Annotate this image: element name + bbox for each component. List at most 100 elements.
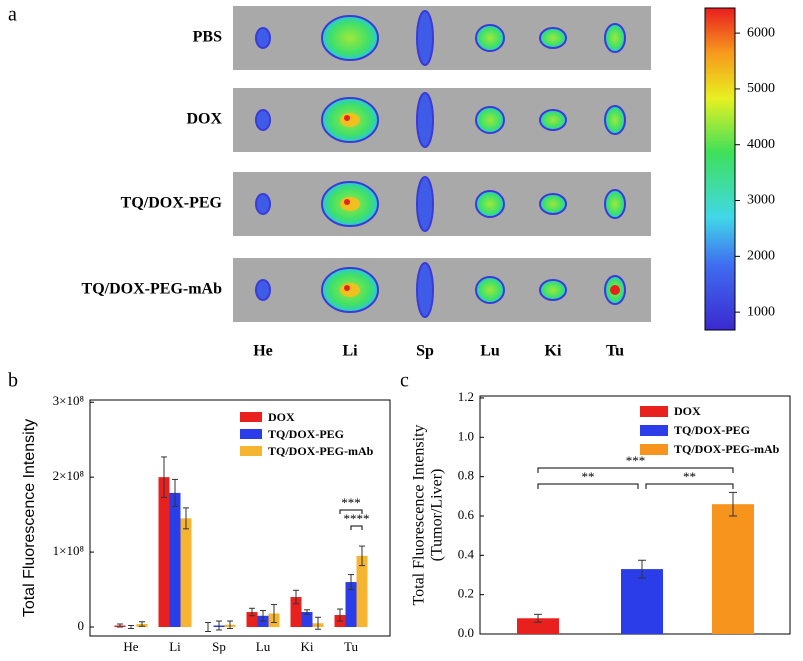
legend-label: TQ/DOX-PEG-mAb <box>674 442 780 456</box>
hot-spot <box>340 283 360 297</box>
legend-label: TQ/DOX-PEG <box>268 427 344 441</box>
bar <box>345 582 357 628</box>
significance-label: *** <box>626 453 646 468</box>
organ-signal <box>321 15 379 61</box>
row-label: TQ/DOX-PEG-mAb <box>82 281 223 298</box>
x-tick-label: Lu <box>256 639 271 654</box>
y-tick-label: 0 <box>78 618 85 633</box>
legend-swatch <box>240 446 262 456</box>
legend-swatch <box>240 412 262 422</box>
image-strip <box>233 6 651 70</box>
bar <box>356 555 368 628</box>
organ-signal <box>475 24 505 52</box>
significance-label: *** <box>341 495 361 510</box>
panel-label: c <box>400 370 409 392</box>
bar <box>169 492 181 628</box>
legend-swatch <box>640 425 668 436</box>
bar <box>246 612 258 628</box>
legend-swatch <box>640 406 668 417</box>
row-label: DOX <box>186 111 222 128</box>
column-label: Sp <box>416 343 434 360</box>
y-tick-label: 0.8 <box>458 468 474 483</box>
bar <box>180 518 192 628</box>
bar <box>158 477 170 628</box>
y-tick-label: 1.0 <box>458 428 474 443</box>
colorbar-tick-label: 4000 <box>747 137 775 152</box>
significance-bracket <box>350 525 363 530</box>
column-label: Ki <box>545 343 562 360</box>
legend-swatch <box>640 444 668 455</box>
panel-label: a <box>8 4 17 26</box>
y-tick-label: 1.2 <box>458 389 474 404</box>
organ-signal <box>416 10 434 66</box>
y-tick-label: 1×10⁸ <box>53 543 85 558</box>
y-axis-label: Total Fluorescence Intensity <box>21 419 38 617</box>
x-tick-label: Ki <box>301 639 314 654</box>
y-tick-label: 0.6 <box>458 507 475 522</box>
y-tick-label: 2×10⁸ <box>53 468 85 483</box>
organ-signal <box>539 193 567 215</box>
bar <box>621 569 663 634</box>
organ-signal <box>539 279 567 301</box>
colorbar-tick-label: 1000 <box>747 304 775 319</box>
column-label: He <box>253 343 273 360</box>
hot-spot <box>610 285 620 295</box>
colorbar-tick-label: 6000 <box>747 25 775 40</box>
organ-signal <box>255 27 271 49</box>
bar <box>290 597 302 628</box>
organ-signal <box>255 279 271 301</box>
hot-spot <box>340 197 360 211</box>
colorbar-tick-label: 3000 <box>747 193 775 208</box>
legend-swatch <box>240 429 262 439</box>
y-tick-label: 0.0 <box>458 625 474 640</box>
x-tick-label: Sp <box>212 639 226 654</box>
significance-bracket <box>339 509 363 514</box>
organ-signal <box>255 109 271 131</box>
y-tick-label: 0.2 <box>458 586 474 601</box>
hot-spot <box>340 113 360 127</box>
organ-signal <box>475 106 505 134</box>
hot-spot <box>344 199 350 205</box>
significance-label: ** <box>582 469 595 484</box>
image-strip <box>233 172 651 236</box>
organ-signal <box>539 27 567 49</box>
row-label: TQ/DOX-PEG <box>121 195 223 212</box>
legend-label: DOX <box>268 410 295 424</box>
x-tick-label: Li <box>169 639 181 654</box>
legend-label: DOX <box>674 404 701 418</box>
y-axis-label: (Tumor/Liver) <box>429 469 446 562</box>
organ-signal <box>539 109 567 131</box>
y-axis-label: Total Fluorescence Intensity <box>411 424 428 605</box>
x-tick-label: He <box>123 639 138 654</box>
colorbar-tick-label: 2000 <box>747 249 775 264</box>
organ-signal <box>604 105 626 135</box>
significance-bracket <box>645 483 734 489</box>
organ-signal <box>475 190 505 218</box>
y-tick-label: 3×10⁸ <box>53 393 85 408</box>
plot-frame <box>89 399 391 637</box>
bar <box>517 618 559 634</box>
organ-signal <box>416 92 434 148</box>
y-tick-label: 0.4 <box>458 546 475 561</box>
significance-bracket <box>537 483 639 489</box>
bar <box>301 612 313 628</box>
image-strip <box>233 258 651 322</box>
column-label: Tu <box>606 343 624 360</box>
colorbar <box>704 7 736 331</box>
significance-label: **** <box>344 511 370 526</box>
column-label: Lu <box>480 343 500 360</box>
x-tick-label: Tu <box>344 639 358 654</box>
colorbar-tick-label: 5000 <box>747 81 775 96</box>
organ-signal <box>255 193 271 215</box>
hot-spot <box>344 285 350 291</box>
panel-label: b <box>8 370 18 392</box>
bar <box>712 504 754 634</box>
column-label: Li <box>342 343 358 360</box>
organ-signal <box>416 176 434 232</box>
organ-signal <box>604 23 626 53</box>
hot-spot <box>344 115 350 121</box>
significance-bracket <box>537 467 734 473</box>
image-strip <box>233 88 651 152</box>
significance-label: ** <box>683 469 696 484</box>
